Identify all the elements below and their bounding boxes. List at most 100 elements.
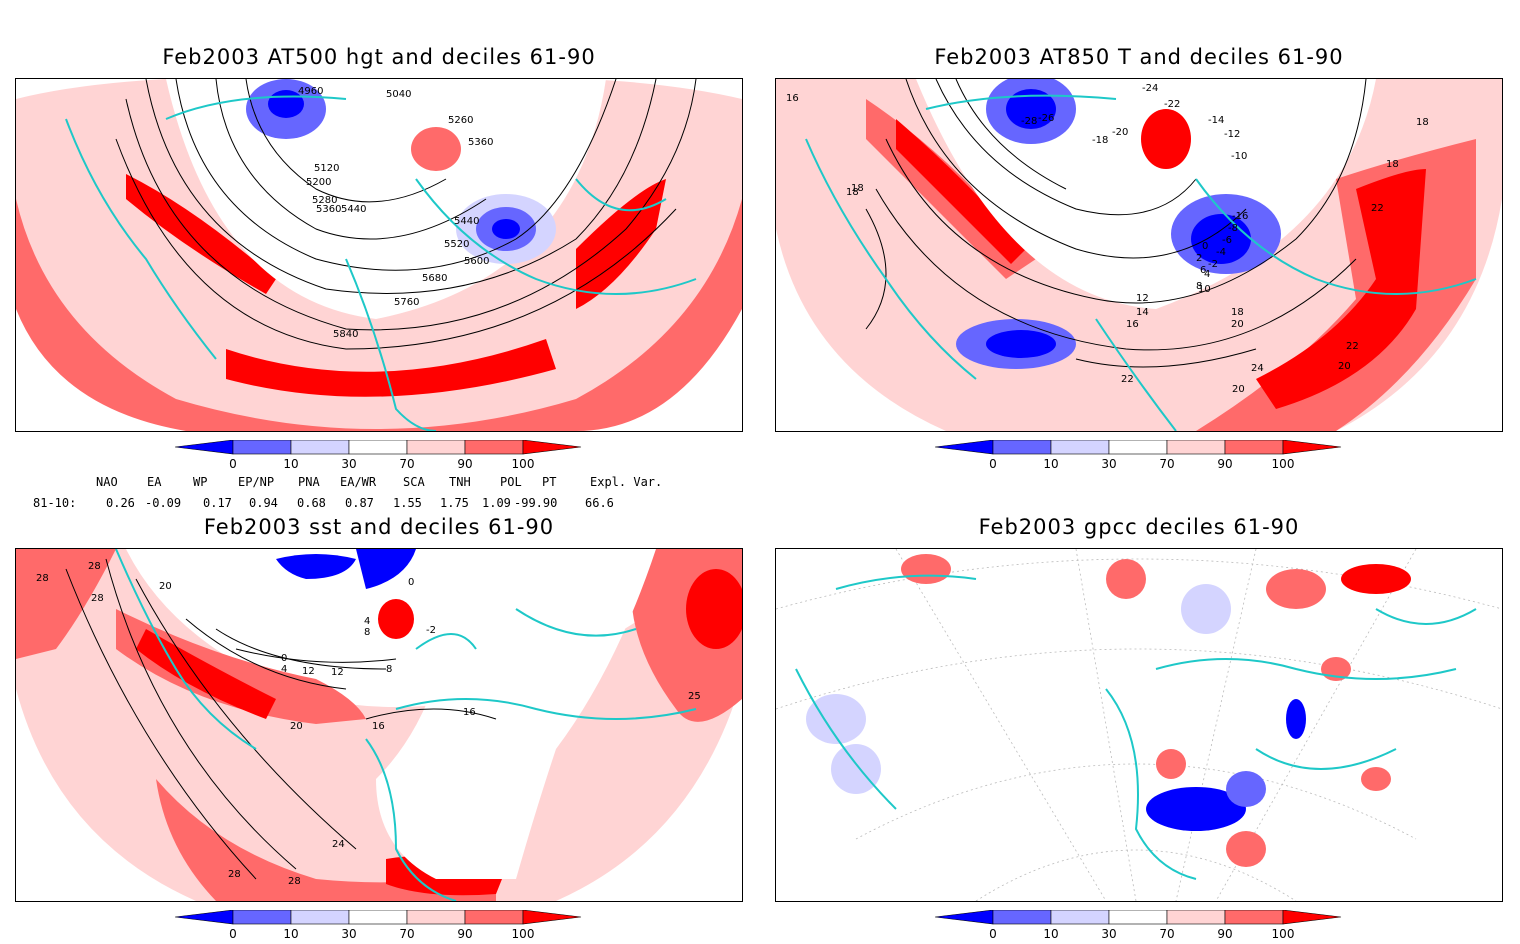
colorbar-tick-label: 0 [989, 927, 997, 941]
contour-label: 4960 [298, 86, 323, 97]
contour-label: -28 [1021, 116, 1037, 127]
colorbar-swatches [934, 439, 1342, 455]
contour-label: 20 [1232, 384, 1245, 395]
contour-label: 22 [1346, 341, 1359, 352]
contour-label: 18 [1231, 307, 1244, 318]
contour-label: 12 [302, 666, 315, 677]
index-value-sca: 1.55 [393, 496, 422, 510]
contour-label: 4 [364, 616, 370, 627]
contour-label: 8 [386, 664, 392, 675]
contour-label: 5360 [468, 137, 493, 148]
colorbar-tick-label: 100 [511, 927, 535, 941]
contour-label: 8 [364, 627, 370, 638]
colorbar-swatches [174, 909, 582, 925]
sst-contours [65, 558, 497, 880]
colorbar-swatches [174, 439, 582, 455]
index-value-pna: 0.68 [297, 496, 326, 510]
panel-title-sst: Feb2003 sst and deciles 61-90 [203, 515, 555, 539]
contour-label: 16 [463, 707, 476, 718]
colorbar-swatch [1224, 909, 1284, 925]
colorbar-tick-label: 0 [229, 927, 237, 941]
contour-label: -14 [1208, 115, 1224, 126]
contour-label: 5120 [314, 163, 339, 174]
colorbar-swatch [464, 909, 524, 925]
panel-title-t850: Feb2003 AT850 T and deciles 61-90 [934, 45, 1344, 69]
colorbar-tick-label: 100 [1271, 457, 1295, 471]
contour-label: 16 [1126, 319, 1139, 330]
map-hgt500: 4960 5040 5260 5360 5120 5200 5280 5360 … [16, 79, 742, 431]
shading-red-east [576, 179, 666, 309]
colorbar-sst: 0 10 30 70 90 100 [174, 909, 595, 944]
shading-red-south [156, 779, 496, 901]
colorbar-tick-label: 10 [283, 457, 299, 471]
contour-label: 5520 [444, 239, 469, 250]
colorbar-tick-label: 100 [511, 457, 535, 471]
colorbar-swatch [1050, 909, 1110, 925]
contour-label: 10 [1198, 284, 1211, 295]
colorbar-swatches [934, 909, 1342, 925]
contour-label: 4 [281, 664, 287, 675]
colorbar-swatch [934, 909, 994, 925]
coastlines [115, 549, 697, 901]
colorbar-tick-label: 30 [1101, 457, 1117, 471]
map-sst: 28 28 28 20 0 4 4 8 12 16 16 20 24 28 28… [16, 549, 742, 901]
contour-label: 28 [228, 869, 241, 880]
contour-label: 28 [91, 593, 104, 604]
colorbar-tick-label: 30 [1101, 927, 1117, 941]
precip-anomalies [806, 554, 1411, 867]
contour-label: 20 [1338, 361, 1351, 372]
index-value-tnh: 1.75 [440, 496, 469, 510]
shading-red-ring [226, 339, 556, 397]
shading-blue-ice [276, 554, 356, 579]
colorbar-swatch [1224, 439, 1284, 455]
colorbar-tick-label: 90 [1217, 927, 1233, 941]
index-value-ea: -0.09 [145, 496, 182, 510]
index-header-nao: NAO [96, 475, 118, 489]
contour-label: 0 [1202, 241, 1208, 252]
colorbar-swatch [232, 439, 292, 455]
contour-label: -2 [426, 625, 436, 636]
contour-label: 5360 [316, 204, 341, 215]
contour-label: -12 [1224, 129, 1240, 140]
colorbar-tick-label: 10 [1043, 457, 1059, 471]
colorbar-swatch [464, 439, 524, 455]
colorbar-swatch [1282, 439, 1342, 455]
colorbar-swatch [1282, 909, 1342, 925]
contour-label: 4 [1204, 269, 1210, 280]
colorbar-tick-label: 90 [457, 457, 473, 471]
contour-label: 22 [1371, 203, 1384, 214]
map-t850: -26 -24 -22 -28 -20 -18 -14 -12 -10 -16 … [776, 79, 1502, 431]
contour-label: 12 [1136, 293, 1149, 304]
contour-label: -16 [1232, 211, 1248, 222]
map-panel-gpcc [775, 548, 1503, 902]
index-header-pna: PNA [298, 475, 320, 489]
shading-red-west [126, 174, 276, 294]
contour-label: 16 [786, 93, 799, 104]
contour-label: -26 [1038, 113, 1054, 124]
colorbar-t850: 0 10 30 70 90 100 [934, 439, 1355, 474]
colorbar-tick-label: 10 [283, 927, 299, 941]
index-header-sca: SCA [403, 475, 425, 489]
index-value-nao: 0.26 [106, 496, 135, 510]
contour-label: 0 [408, 577, 414, 588]
contour-label: 24 [1251, 363, 1264, 374]
panel-title-hgt500: Feb2003 AT500 hgt and deciles 61-90 [162, 45, 596, 69]
colorbar-swatch [1108, 909, 1168, 925]
shading-light-red [16, 549, 742, 901]
contour-label: 5680 [422, 273, 447, 284]
contour-label: 18 [1386, 159, 1399, 170]
colorbar-swatch [992, 909, 1052, 925]
colorbar-tick-label: 100 [1271, 927, 1295, 941]
contour-label: 5440 [341, 204, 366, 215]
colorbar-tick-label: 90 [1217, 457, 1233, 471]
colorbar-swatch [1166, 439, 1226, 455]
contour-label: -18 [1092, 135, 1108, 146]
index-header-tnh: TNH [449, 475, 471, 489]
graticule [776, 549, 1502, 901]
contour-label: -20 [1112, 127, 1128, 138]
colorbar-swatch [522, 439, 582, 455]
colorbar-swatch [174, 909, 234, 925]
index-header-pol: POL [500, 475, 522, 489]
colorbar-swatch [1108, 439, 1168, 455]
panel-title-gpcc: Feb2003 gpcc deciles 61-90 [978, 515, 1300, 539]
